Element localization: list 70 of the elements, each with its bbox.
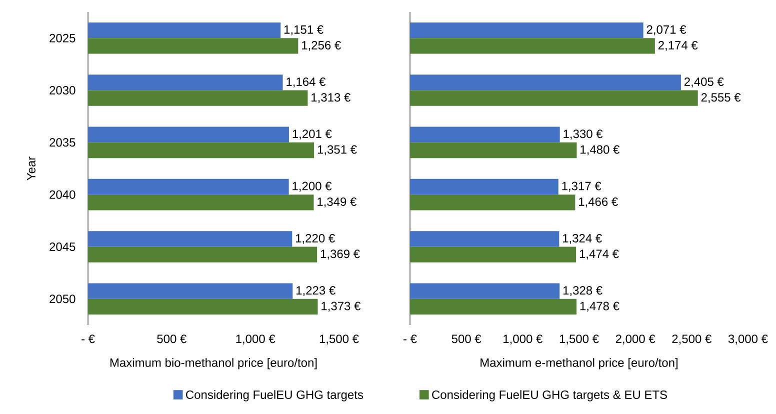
bar [410, 246, 576, 262]
y-tick-label: 2050 [50, 294, 76, 304]
bar [88, 283, 293, 299]
bar [88, 90, 308, 106]
data-label: 1,324 € [563, 234, 602, 244]
data-label: 1,369 € [320, 250, 360, 260]
y-tick-label: 2035 [50, 138, 76, 147]
y-axis-title: Year [27, 156, 36, 180]
data-label: 1,200 € [292, 182, 332, 192]
bar [410, 194, 576, 210]
x-tick-label: 2,500 € [672, 334, 712, 344]
data-label: 1,328 € [563, 286, 602, 296]
legend-label: Considering FuelEU GHG targets [186, 390, 364, 402]
bar [88, 74, 283, 90]
bar [410, 178, 558, 195]
bar [88, 298, 318, 315]
data-label: 2,555 € [701, 93, 741, 104]
x-axis-title: Maximum bio-methanol price [euro/ton] [110, 358, 317, 370]
x-tick-label: - € [82, 334, 95, 344]
x-tick-label: 500 € [157, 334, 186, 344]
data-label: 2,174 € [658, 40, 698, 51]
y-tick-label: 2045 [50, 242, 76, 252]
y-tick-label: 2040 [50, 190, 76, 199]
x-axis-title: Maximum e-methanol price [euro/ton] [480, 358, 678, 370]
data-label: 1,201 € [292, 130, 332, 140]
data-label: 2,071 € [646, 25, 686, 36]
bar [88, 142, 314, 158]
bar [410, 142, 577, 158]
data-label: 1,349 € [318, 197, 357, 208]
data-label: 1,223 € [296, 286, 336, 296]
x-tick-label: 1,000 € [236, 334, 276, 344]
data-label: 1,317 € [562, 182, 602, 192]
bar [88, 38, 298, 54]
data-label: 1,330 € [564, 130, 603, 140]
data-label: 1,373 € [322, 302, 361, 312]
bar [410, 231, 560, 247]
data-label: 1,220 € [296, 234, 335, 244]
data-label: 1,480 € [580, 145, 620, 156]
x-tick-label: 1,500 € [320, 334, 359, 344]
data-label: 1,474 € [580, 250, 619, 260]
bar [88, 22, 281, 38]
x-tick-label: 1,500 € [560, 334, 599, 344]
bar [410, 22, 644, 38]
data-label: 1,256 € [302, 40, 341, 51]
x-tick-label: 3,000 € [728, 334, 768, 344]
bar [88, 246, 318, 262]
y-tick-label: 2025 [50, 34, 76, 42]
bar [88, 194, 314, 210]
bar [88, 126, 289, 142]
data-label: 1,313 € [312, 93, 350, 104]
bar [410, 126, 560, 142]
x-tick-label: 500 € [452, 334, 482, 344]
legend-label: Considering FuelEU GHG targets & EU ETS [432, 390, 667, 402]
data-label: 2,405 € [684, 77, 724, 88]
x-tick-label: 2,000 € [616, 334, 656, 344]
data-label: 1,466 € [579, 197, 618, 208]
data-label: 1,351 € [318, 145, 357, 156]
bar [410, 90, 698, 106]
y-tick-label: 2030 [50, 86, 76, 95]
data-label: 1,164 € [286, 77, 326, 88]
x-tick-label: - € [404, 334, 417, 344]
bar [410, 283, 560, 299]
bar [410, 38, 655, 54]
x-tick-label: 1,000 € [504, 334, 542, 344]
bar [88, 178, 289, 195]
data-label: 1,151 € [284, 25, 324, 36]
bar [410, 74, 681, 90]
data-label: 1,478 € [580, 302, 620, 312]
bar [410, 298, 577, 315]
bar [88, 231, 292, 247]
